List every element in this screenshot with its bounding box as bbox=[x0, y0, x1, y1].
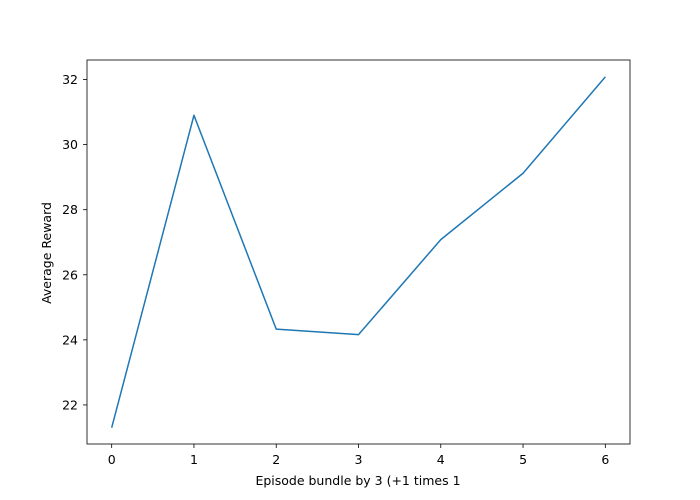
x-tick-label: 6 bbox=[601, 452, 609, 467]
y-tick-label: 28 bbox=[62, 202, 78, 217]
y-axis-label: Average Reward bbox=[39, 202, 54, 304]
x-tick-label: 4 bbox=[437, 452, 445, 467]
x-tick-label: 3 bbox=[355, 452, 363, 467]
x-tick-label: 0 bbox=[108, 452, 116, 467]
y-tick-label: 22 bbox=[62, 397, 78, 412]
x-tick-label: 1 bbox=[190, 452, 198, 467]
y-axis-ticks: 22 24 26 28 30 32 bbox=[62, 72, 87, 412]
y-tick-label: 24 bbox=[62, 332, 78, 347]
x-axis-ticks: 0 1 2 3 4 5 6 bbox=[108, 444, 609, 467]
y-tick-label: 26 bbox=[62, 267, 78, 282]
x-tick-label: 5 bbox=[519, 452, 527, 467]
x-tick-label: 2 bbox=[272, 452, 280, 467]
x-axis-label: Episode bundle by 3 (+1 times 1 bbox=[255, 473, 460, 488]
y-tick-label: 32 bbox=[62, 72, 78, 87]
series-line-0 bbox=[110, 76, 606, 428]
y-tick-label: 30 bbox=[62, 137, 78, 152]
